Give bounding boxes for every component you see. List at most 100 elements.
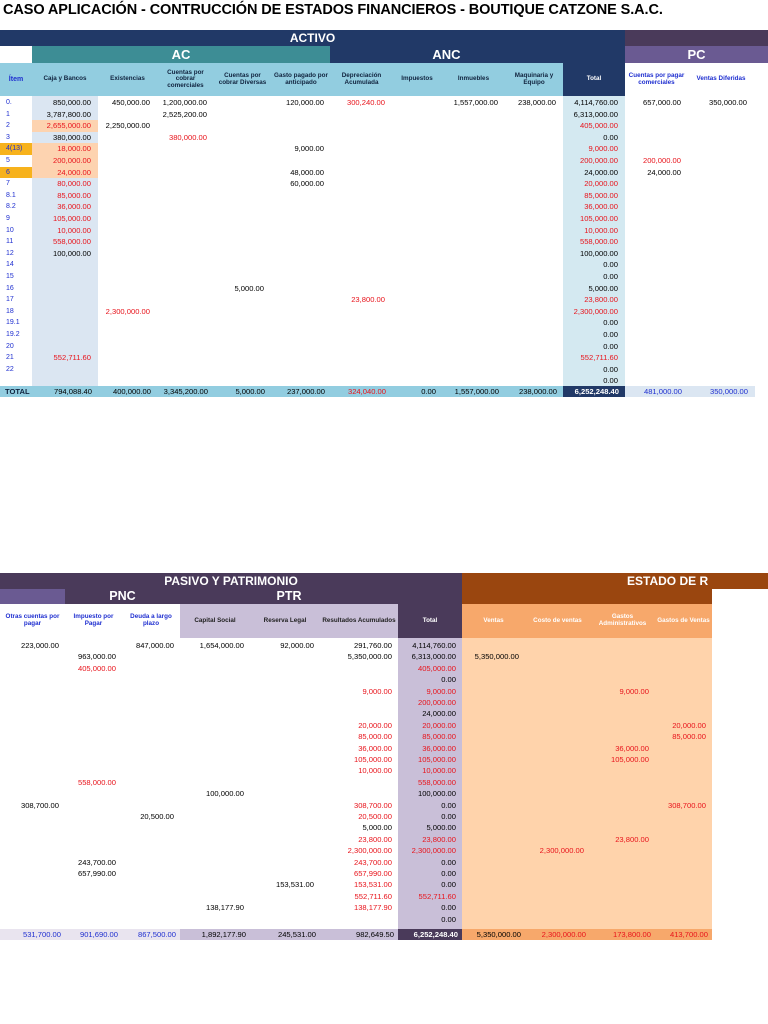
value-cell: 100,000.00 — [205, 789, 244, 799]
value-cell: 9,000.00 — [362, 686, 392, 696]
value-cell: 4,114,760.00 — [574, 98, 618, 107]
value-cell: 23,800.00 — [584, 295, 618, 305]
item-number: 11 — [6, 238, 14, 246]
item-number: 6 — [6, 168, 10, 176]
ac-title: AC — [171, 47, 191, 62]
value-cell: 0.00 — [603, 376, 618, 386]
top-header-12: Ventas Diferidas — [696, 75, 746, 83]
total-cell: 2,300,000.00 — [541, 930, 586, 939]
value-cell: 105,000.00 — [610, 755, 649, 764]
highlight-cell — [32, 143, 98, 155]
total-cell: 324,040.00 — [347, 387, 386, 396]
total-cell: 5,350,000.00 — [476, 930, 521, 939]
pasivo-title: PASIVO Y PATRIMONIO — [164, 574, 298, 588]
value-cell: 153,531.00 — [275, 880, 314, 890]
bottom-header-7: Ventas — [483, 616, 504, 624]
top-header-10: Total — [586, 75, 602, 83]
total-header-band-top — [563, 46, 625, 63]
sheet-title: CASO APLICACIÓN - CONTRUCCIÓN DE ESTADOS… — [3, 2, 663, 18]
total-cell: 901,690.00 — [79, 930, 118, 939]
value-cell: 450,000.00 — [111, 98, 150, 107]
value-cell: 552,711.60 — [53, 353, 91, 363]
item-number: 4(13) — [6, 145, 23, 153]
value-cell: 10,000.00 — [57, 225, 91, 235]
item-number: 16 — [6, 284, 14, 292]
value-cell: 0.00 — [441, 869, 456, 878]
estado-headers-bg — [462, 604, 712, 638]
top-header-6: Depreciación Acumulada — [341, 71, 382, 86]
item-number: 12 — [6, 249, 14, 257]
value-cell: 657,990.00 — [77, 869, 116, 878]
pasivo-header-band — [0, 573, 462, 589]
value-cell: 120,000.00 — [285, 98, 324, 107]
item-number: 19.2 — [6, 331, 20, 338]
value-cell: 9,000.00 — [294, 144, 324, 154]
value-cell: 308,700.00 — [667, 800, 706, 810]
value-cell: 36,000.00 — [615, 743, 649, 753]
bottom-header-6: Total — [422, 616, 438, 624]
value-cell: 2,300,000.00 — [573, 306, 618, 316]
value-cell: 657,990.00 — [353, 869, 392, 878]
value-cell: 0.00 — [441, 800, 456, 810]
total-cell: 1,557,000.00 — [454, 387, 499, 396]
value-cell: 300,240.00 — [346, 98, 385, 107]
top-column-headers — [0, 63, 563, 96]
value-cell: 2,300,000.00 — [105, 306, 150, 316]
value-cell: 405,000.00 — [77, 663, 116, 673]
value-cell: 85,000.00 — [57, 190, 91, 200]
value-cell: 405,000.00 — [417, 663, 456, 673]
value-cell: 200,000.00 — [52, 156, 91, 165]
value-cell: 85,000.00 — [672, 732, 706, 742]
top-header-8: Inmuebles — [457, 75, 490, 83]
anc-title: ANC — [432, 47, 461, 62]
value-cell: 85,000.00 — [358, 732, 392, 742]
highlight-item — [0, 143, 32, 155]
value-cell: 552,711.60 — [580, 353, 618, 363]
top-header-2: Existencias — [110, 75, 145, 83]
value-cell: 558,000.00 — [417, 777, 456, 787]
value-cell: 3,787,800.00 — [46, 109, 91, 119]
value-cell: 1,557,000.00 — [453, 98, 498, 107]
value-cell: 0.00 — [441, 857, 456, 867]
value-cell: 0.00 — [441, 812, 456, 821]
bottom-header-4: Reserva Legal — [263, 616, 307, 624]
value-cell: 558,000.00 — [579, 237, 618, 247]
value-cell: 243,700.00 — [77, 857, 116, 867]
value-cell: 36,000.00 — [584, 202, 618, 212]
value-cell: 1,654,000.00 — [199, 641, 244, 650]
value-cell: 5,000.00 — [362, 823, 392, 833]
pnc-left-band — [0, 589, 65, 604]
value-cell: 200,000.00 — [579, 156, 618, 165]
item-number: 3 — [6, 133, 10, 141]
value-cell: 200,000.00 — [642, 156, 681, 165]
pc-header-band — [625, 46, 768, 63]
value-cell: 223,000.00 — [20, 641, 59, 650]
value-cell: 0.00 — [603, 364, 618, 374]
activo-header-band — [0, 30, 625, 46]
value-cell: 0.00 — [603, 272, 618, 281]
top-header-5: Gasto pagado por anticipado — [274, 71, 328, 86]
value-cell: 0.00 — [603, 132, 618, 142]
value-cell: 36,000.00 — [358, 743, 392, 753]
top-header-9: Maquinaria y Equipo — [514, 71, 554, 86]
total-cell: 0.00 — [421, 387, 436, 396]
pnc-title: PNC — [109, 589, 136, 603]
value-cell: 20,500.00 — [140, 812, 174, 821]
value-cell: 0.00 — [441, 914, 456, 924]
item-number: 18 — [6, 307, 14, 315]
value-cell: 24,000.00 — [647, 167, 681, 177]
total-cell: 531,700.00 — [22, 930, 61, 939]
pc-header-band-top — [625, 30, 768, 46]
value-cell: 243,700.00 — [353, 857, 392, 867]
value-cell: 48,000.00 — [290, 167, 324, 177]
value-cell: 85,000.00 — [422, 732, 456, 742]
value-cell: 380,000.00 — [52, 132, 91, 142]
item-number: 8.1 — [6, 191, 16, 199]
highlight-cell — [32, 155, 98, 167]
value-cell: 92,000.00 — [280, 641, 314, 650]
total-cell: 413,700.00 — [669, 930, 708, 939]
value-cell: 850,000.00 — [52, 98, 91, 107]
value-cell: 9,000.00 — [426, 686, 456, 696]
value-cell: 558,000.00 — [52, 237, 91, 247]
bottom-grand-total — [398, 929, 462, 940]
